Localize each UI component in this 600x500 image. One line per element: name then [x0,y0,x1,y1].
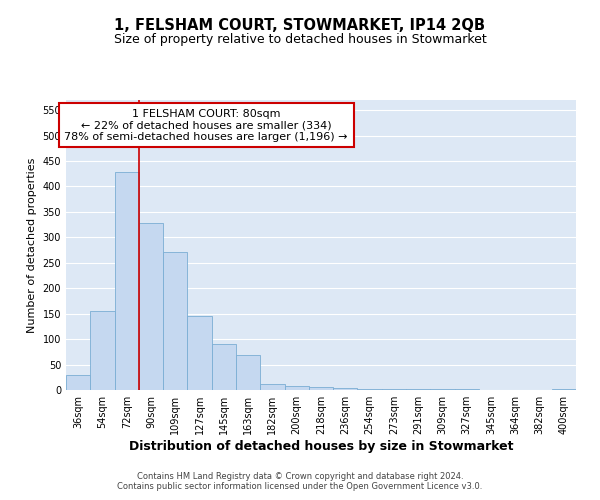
Bar [236,356,260,390]
Bar [212,344,236,390]
Bar [66,374,90,390]
X-axis label: Distribution of detached houses by size in Stowmarket: Distribution of detached houses by size … [129,440,513,453]
Y-axis label: Number of detached properties: Number of detached properties [27,158,37,332]
Text: Size of property relative to detached houses in Stowmarket: Size of property relative to detached ho… [113,32,487,46]
Text: 1 FELSHAM COURT: 80sqm
← 22% of detached houses are smaller (334)
78% of semi-de: 1 FELSHAM COURT: 80sqm ← 22% of detached… [65,108,348,142]
Bar [139,223,163,390]
Text: Contains HM Land Registry data © Crown copyright and database right 2024.: Contains HM Land Registry data © Crown c… [137,472,463,481]
Text: 1, FELSHAM COURT, STOWMARKET, IP14 2QB: 1, FELSHAM COURT, STOWMARKET, IP14 2QB [115,18,485,32]
Bar [187,316,212,390]
Bar [90,311,115,390]
Bar [309,388,333,390]
Text: Contains public sector information licensed under the Open Government Licence v3: Contains public sector information licen… [118,482,482,491]
Bar [163,252,187,390]
Bar [284,386,309,390]
Bar [115,172,139,390]
Bar [358,389,382,390]
Bar [333,388,358,390]
Bar [260,384,284,390]
Bar [552,389,576,390]
